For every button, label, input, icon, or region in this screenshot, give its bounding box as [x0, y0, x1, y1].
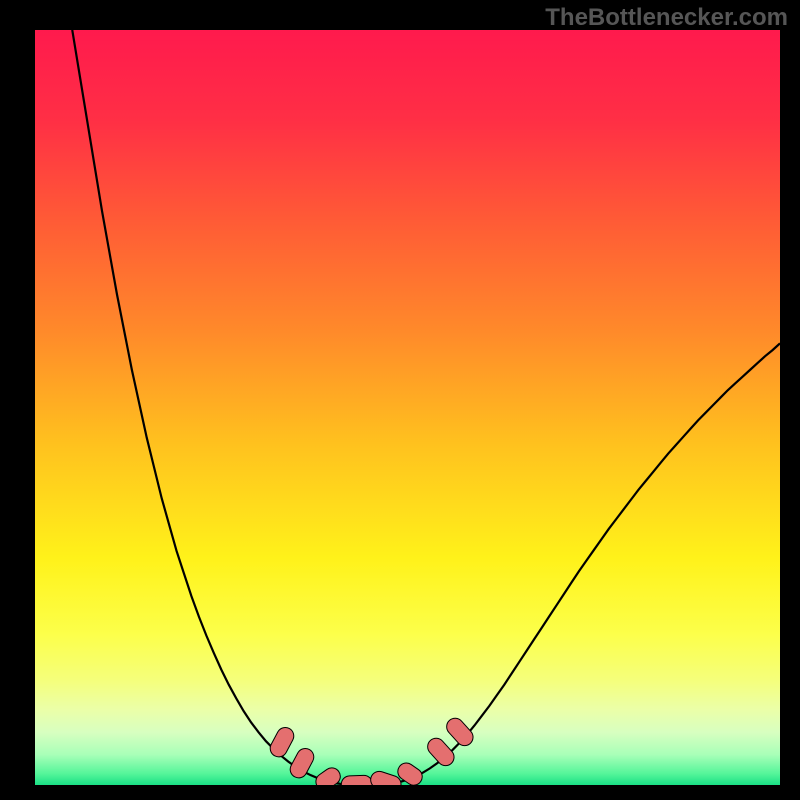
plot-area	[35, 30, 780, 785]
markers-layer	[35, 30, 780, 785]
curve-marker-2	[312, 763, 345, 785]
curve-marker-6	[424, 734, 458, 770]
curve-marker-0	[267, 724, 298, 760]
curve-marker-7	[442, 714, 476, 750]
curve-marker-3	[341, 775, 373, 785]
curve-marker-1	[286, 745, 317, 781]
watermark-text: TheBottlenecker.com	[545, 4, 788, 32]
